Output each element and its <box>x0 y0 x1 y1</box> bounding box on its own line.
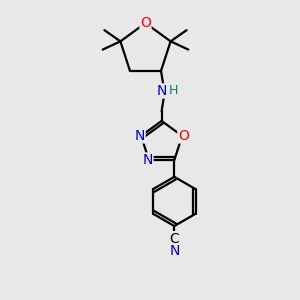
Text: N: N <box>142 153 153 167</box>
Text: H: H <box>168 85 178 98</box>
Text: C: C <box>169 232 179 246</box>
Text: O: O <box>140 16 151 30</box>
Text: O: O <box>178 129 189 143</box>
Text: N: N <box>135 129 145 143</box>
Text: N: N <box>156 84 167 98</box>
Text: N: N <box>169 244 179 258</box>
